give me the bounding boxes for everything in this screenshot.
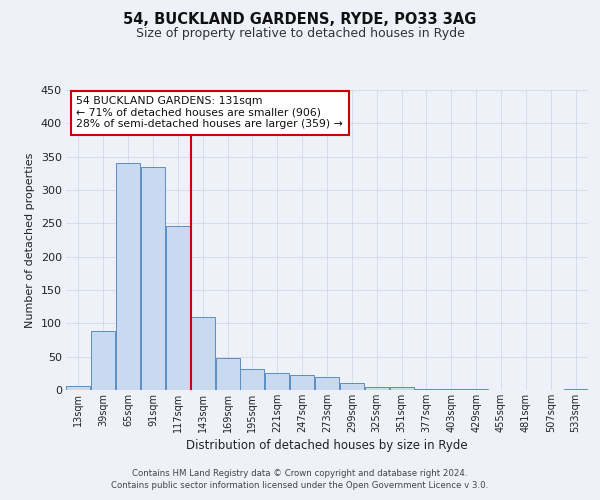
Bar xyxy=(116,162,140,390)
Bar xyxy=(141,166,165,390)
Bar xyxy=(464,388,488,390)
X-axis label: Distribution of detached houses by size in Ryde: Distribution of detached houses by size … xyxy=(186,439,468,452)
Text: Contains public sector information licensed under the Open Government Licence v : Contains public sector information licen… xyxy=(112,481,488,490)
Bar xyxy=(389,386,413,390)
Bar xyxy=(215,358,239,390)
Bar xyxy=(265,374,289,390)
Text: Contains HM Land Registry data © Crown copyright and database right 2024.: Contains HM Land Registry data © Crown c… xyxy=(132,468,468,477)
Bar xyxy=(563,388,587,390)
Bar xyxy=(166,226,190,390)
Text: 54 BUCKLAND GARDENS: 131sqm
← 71% of detached houses are smaller (906)
28% of se: 54 BUCKLAND GARDENS: 131sqm ← 71% of det… xyxy=(76,96,343,129)
Bar xyxy=(91,332,115,390)
Bar xyxy=(191,316,215,390)
Bar xyxy=(415,388,439,390)
Text: Size of property relative to detached houses in Ryde: Size of property relative to detached ho… xyxy=(136,28,464,40)
Bar xyxy=(241,368,265,390)
Bar xyxy=(365,386,389,390)
Y-axis label: Number of detached properties: Number of detached properties xyxy=(25,152,35,328)
Bar xyxy=(439,388,463,390)
Text: 54, BUCKLAND GARDENS, RYDE, PO33 3AG: 54, BUCKLAND GARDENS, RYDE, PO33 3AG xyxy=(124,12,476,28)
Bar xyxy=(67,386,91,390)
Bar xyxy=(315,376,339,390)
Bar xyxy=(290,376,314,390)
Bar xyxy=(340,384,364,390)
